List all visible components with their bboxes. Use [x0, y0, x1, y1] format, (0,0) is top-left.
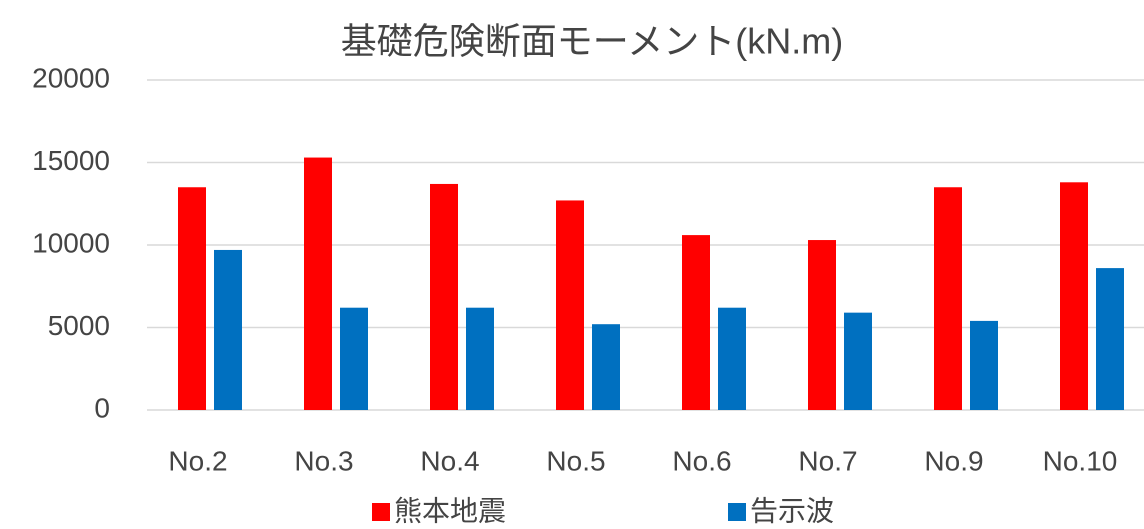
legend-swatch — [728, 503, 746, 521]
x-tick-label: No.6 — [672, 445, 731, 476]
x-tick-label: No.3 — [294, 445, 353, 476]
x-tick-label: No.2 — [168, 445, 227, 476]
bar — [682, 235, 710, 410]
y-tick-label: 15000 — [32, 145, 110, 176]
y-tick-label: 5000 — [48, 310, 110, 341]
bar — [718, 307, 746, 410]
x-tick-label: No.9 — [924, 445, 983, 476]
bar — [430, 183, 458, 410]
bar — [466, 307, 494, 410]
y-tick-label: 20000 — [32, 62, 110, 93]
bar — [556, 200, 584, 410]
y-tick-label: 0 — [94, 392, 110, 423]
x-tick-label: No.10 — [1043, 445, 1118, 476]
bar — [304, 157, 332, 410]
bar — [808, 240, 836, 410]
legend-label: 告示波 — [750, 495, 834, 526]
legend-swatch — [372, 503, 390, 521]
bar — [592, 324, 620, 410]
x-tick-label: No.7 — [798, 445, 857, 476]
bar — [178, 187, 206, 410]
bar — [1096, 268, 1124, 410]
bar — [214, 249, 242, 410]
x-tick-label: No.5 — [546, 445, 605, 476]
bar — [340, 307, 368, 410]
bar — [970, 320, 998, 410]
y-tick-label: 10000 — [32, 227, 110, 258]
bar — [844, 312, 872, 410]
chart-title: 基礎危険断面モーメント(kN.m) — [341, 21, 844, 62]
x-tick-label: No.4 — [420, 445, 479, 476]
legend-label: 熊本地震 — [394, 495, 506, 526]
bar — [1060, 182, 1088, 410]
bar — [934, 187, 962, 410]
